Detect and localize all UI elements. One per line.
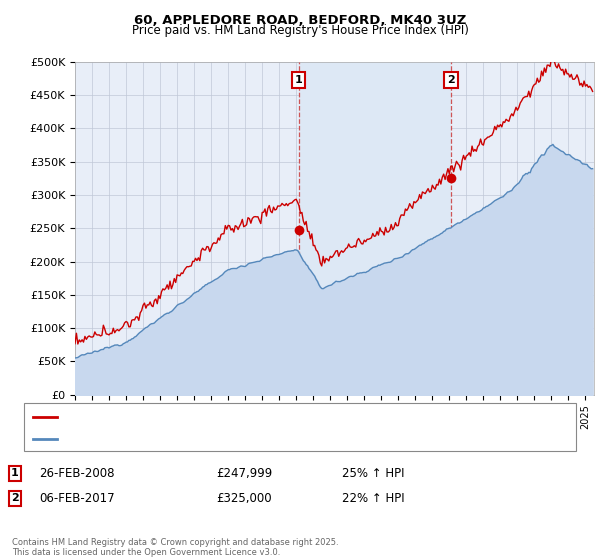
Bar	[299, 62, 451, 395]
Text: 22% ↑ HPI: 22% ↑ HPI	[342, 492, 404, 505]
Text: £325,000: £325,000	[216, 492, 272, 505]
Text: 60, APPLEDORE ROAD, BEDFORD, MK40 3UZ (semi-detached house): 60, APPLEDORE ROAD, BEDFORD, MK40 3UZ (s…	[62, 412, 418, 422]
Text: 1: 1	[11, 468, 19, 478]
Text: 1: 1	[295, 75, 302, 85]
Text: 2: 2	[447, 75, 455, 85]
Text: 26-FEB-2008: 26-FEB-2008	[39, 466, 115, 480]
Text: Price paid vs. HM Land Registry's House Price Index (HPI): Price paid vs. HM Land Registry's House …	[131, 24, 469, 37]
Text: HPI: Average price, semi-detached house, Bedford: HPI: Average price, semi-detached house,…	[62, 434, 325, 444]
Text: Contains HM Land Registry data © Crown copyright and database right 2025.
This d: Contains HM Land Registry data © Crown c…	[12, 538, 338, 557]
Text: 25% ↑ HPI: 25% ↑ HPI	[342, 466, 404, 480]
Text: £247,999: £247,999	[216, 466, 272, 480]
Text: 06-FEB-2017: 06-FEB-2017	[39, 492, 115, 505]
Text: 2: 2	[11, 493, 19, 503]
Text: 60, APPLEDORE ROAD, BEDFORD, MK40 3UZ: 60, APPLEDORE ROAD, BEDFORD, MK40 3UZ	[134, 14, 466, 27]
